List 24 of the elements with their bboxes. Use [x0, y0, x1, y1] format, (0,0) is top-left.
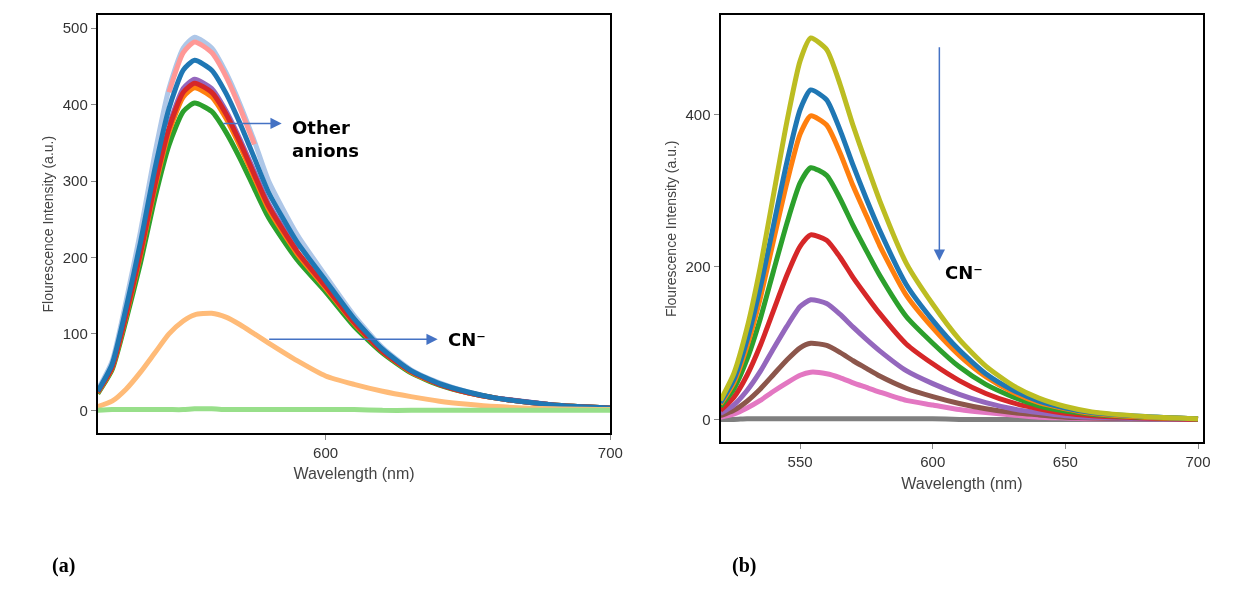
y-tick-label: 0	[79, 401, 88, 419]
y-tick-label: 100	[62, 325, 88, 343]
annotation: CN⁻	[448, 329, 486, 350]
y-axis-title: Flourescence Intensity (a.u.)	[39, 135, 56, 313]
x-tick-label: 600	[920, 453, 946, 471]
text: (b)	[732, 554, 757, 577]
x-axis-title: Wavelength (nm)	[901, 474, 1023, 492]
x-axis-title: Wavelength (nm)	[293, 465, 415, 483]
y-tick-label: 0	[702, 410, 711, 428]
y-tick-label: 300	[62, 172, 88, 190]
x-tick-label: 700	[597, 444, 623, 462]
y-tick-label: 400	[685, 105, 711, 123]
x-tick-label: 600	[313, 444, 339, 462]
text: (a)	[52, 554, 76, 577]
x-tick-label: 550	[787, 453, 813, 471]
y-tick-label: 200	[685, 258, 711, 276]
x-tick-label: 700	[1185, 453, 1211, 471]
annotation: Other anions	[292, 117, 360, 162]
y-axis-title: Flourescence Intensity (a.u.)	[662, 140, 679, 318]
y-tick-label: 200	[62, 248, 88, 266]
y-tick-label: 500	[62, 19, 88, 37]
annotation: CN⁻	[945, 262, 983, 283]
x-tick-label: 650	[1052, 453, 1078, 471]
y-tick-label: 400	[62, 95, 88, 113]
